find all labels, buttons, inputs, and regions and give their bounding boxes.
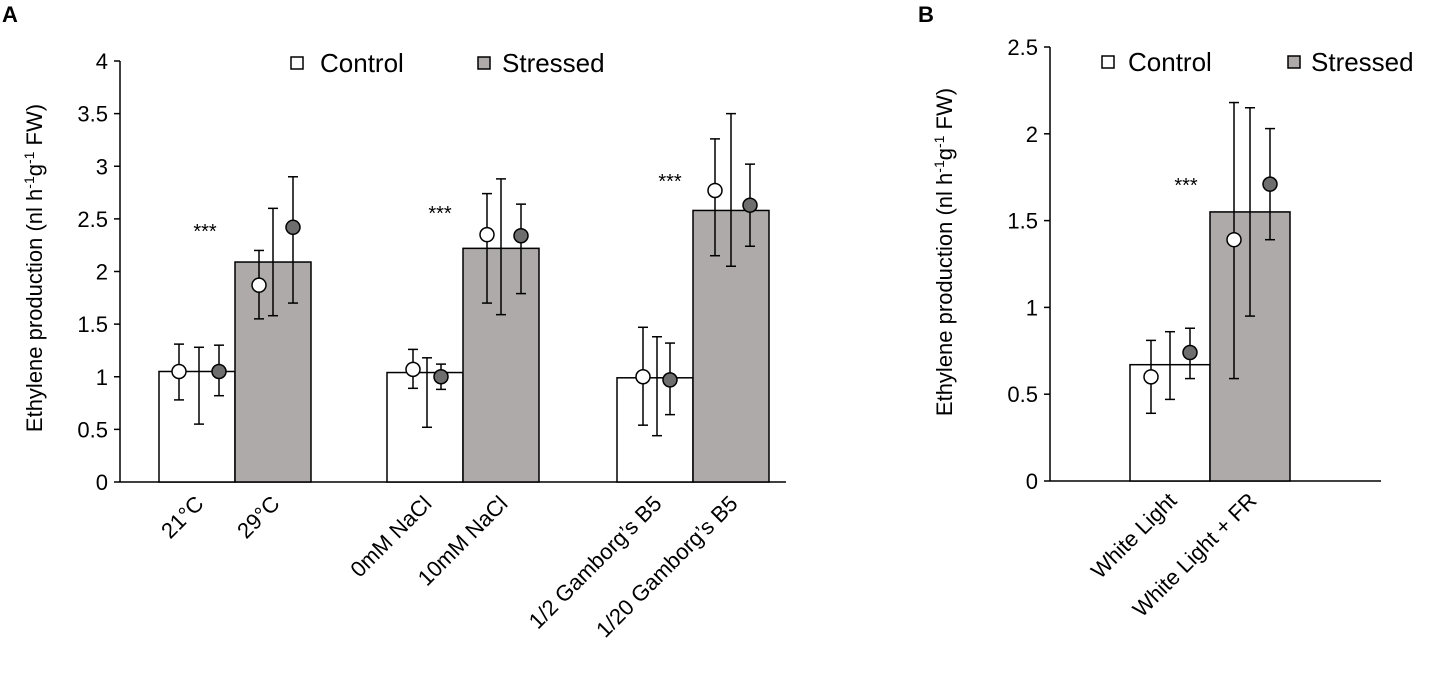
y-tick-label: 1: [96, 365, 108, 390]
point-control: [479, 226, 495, 243]
category-label: 1/2 Gamborg’s B5: [524, 491, 667, 634]
legend-control-swatch-b: [1101, 55, 1115, 69]
point-stressed: [1182, 344, 1198, 361]
y-tick-label: 2.5: [77, 207, 108, 232]
bar-control: [616, 377, 694, 483]
point-stressed: [513, 227, 529, 244]
panel-b-bars: [1129, 211, 1291, 482]
panel-a-y-axis: 0 0.5 1 1.5 2 2.5 3 3.5 4: [77, 49, 786, 495]
point-control: [171, 363, 187, 380]
legend-control-label: Control: [320, 48, 404, 78]
panel-b-label: B: [918, 2, 934, 27]
y-tick-label: 1.5: [77, 312, 108, 337]
significance-marker: ***: [193, 221, 217, 243]
panel-b-significance: ***: [1174, 175, 1198, 197]
y-tick-label: 0.5: [77, 417, 108, 442]
legend-control-label-b: Control: [1128, 47, 1212, 77]
significance-marker: ***: [1174, 175, 1198, 197]
point-stressed: [211, 363, 227, 380]
bar-control: [158, 370, 236, 483]
point-stressed: [285, 219, 301, 236]
y-tick-label: 2: [96, 260, 108, 285]
significance-marker: ***: [428, 203, 452, 225]
y-tick-label: 0: [96, 470, 108, 495]
panel-b-y-axis-label: Ethylene production (nl h-1g-1 FW): [931, 88, 957, 416]
category-label: 1/20 Gamborg’s B5: [591, 491, 742, 642]
point-control: [251, 277, 267, 293]
point-stressed: [662, 372, 678, 388]
y-tick-label: 1: [1026, 295, 1038, 320]
category-label: 21°C: [156, 491, 209, 544]
panel-a-points: [171, 182, 758, 388]
legend-control-swatch: [290, 56, 304, 70]
legend-stressed-label-b: Stressed: [1311, 47, 1414, 77]
legend-stressed-swatch-b: [1287, 55, 1301, 69]
panel-a-significance: *** *** ***: [193, 171, 682, 243]
point-stressed: [742, 197, 758, 213]
panel-a-legend: Control Stressed: [290, 48, 605, 78]
category-label: 29°C: [232, 491, 285, 544]
point-control: [707, 182, 723, 199]
y-tick-label: 0.5: [1007, 382, 1038, 407]
y-tick-label: 1.5: [1007, 209, 1038, 234]
significance-marker: ***: [658, 171, 682, 193]
y-tick-label: 0: [1026, 469, 1038, 494]
panel-a: A 00.511.522.533.54 21°C 29°C 0mM NaCl10mM…: [2, 2, 786, 642]
point-control: [635, 369, 651, 385]
panel-b-points: [1143, 176, 1278, 385]
legend-stressed-swatch: [477, 56, 491, 70]
point-stressed: [1262, 176, 1278, 192]
y-tick-label: 3.5: [77, 102, 108, 127]
panel-a-y-axis-label: Ethylene production (nl h-1g-1 FW): [21, 104, 47, 432]
panel-a-bars: [158, 209, 770, 483]
panel-a-label: A: [2, 2, 18, 27]
panel-b-error-bars: [1146, 101, 1275, 415]
y-tick-label: 3: [96, 154, 108, 179]
point-stressed: [433, 369, 449, 385]
y-tick-label: 2.5: [1007, 35, 1038, 60]
y-tick-label: 4: [96, 49, 108, 74]
point-control: [1226, 231, 1242, 248]
point-control: [405, 361, 421, 378]
panel-b-legend: Control Stressed: [1101, 47, 1414, 77]
point-control: [1143, 369, 1159, 385]
y-tick-label: 2: [1026, 122, 1038, 147]
legend-stressed-label: Stressed: [502, 48, 605, 78]
